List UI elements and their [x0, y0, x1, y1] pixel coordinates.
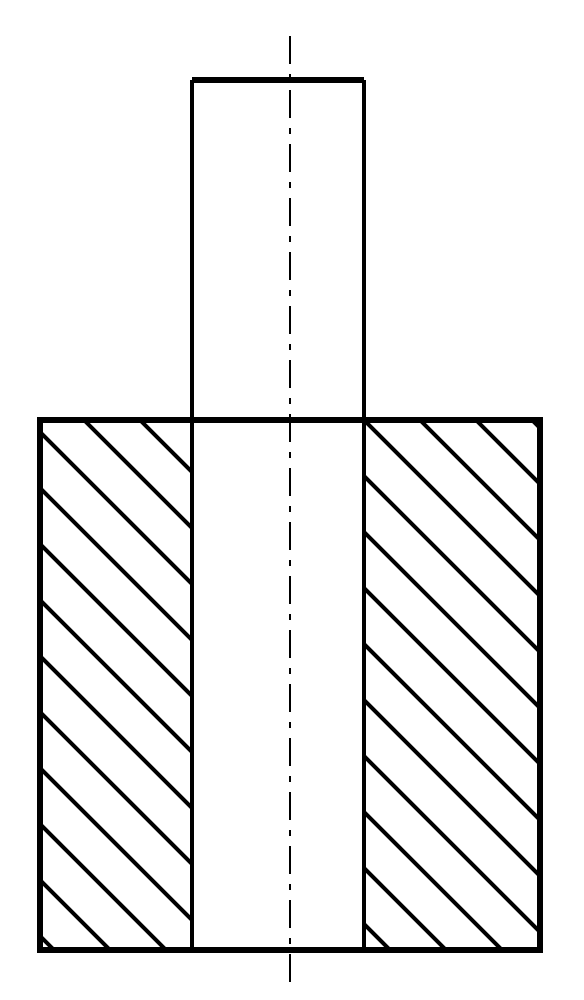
- hatch-left-region: [0, 0, 584, 1000]
- section-view-diagram: [0, 0, 584, 1000]
- hatch-right-region: [0, 0, 584, 1000]
